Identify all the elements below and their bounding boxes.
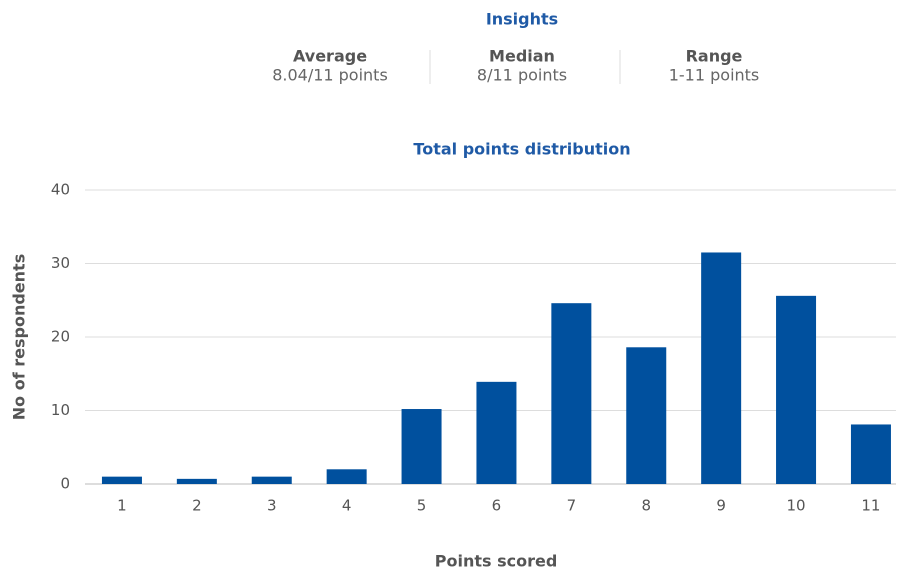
insights-title: Insights <box>486 10 558 29</box>
y-tick-label: 0 <box>60 475 70 493</box>
stat-value: 1-11 points <box>669 66 760 85</box>
x-tick-label: 2 <box>192 497 202 515</box>
x-tick-label: 10 <box>787 497 806 515</box>
x-tick-label: 1 <box>117 497 127 515</box>
bar <box>176 478 217 484</box>
x-tick-label: 7 <box>567 497 577 515</box>
x-axis-label: Points scored <box>435 552 558 571</box>
chart-title: Total points distribution <box>413 140 630 159</box>
x-tick-label: 8 <box>641 497 651 515</box>
bar <box>101 476 142 484</box>
x-tick-label: 3 <box>267 497 277 515</box>
y-axis-label: No of respondents <box>10 254 29 420</box>
bar <box>626 347 667 484</box>
bar <box>326 469 367 484</box>
bar <box>251 476 292 484</box>
stat-label: Average <box>293 47 367 66</box>
y-tick-label: 40 <box>51 181 70 199</box>
x-tick-label: 11 <box>861 497 880 515</box>
x-tick-label: 6 <box>492 497 502 515</box>
x-tick-label: 4 <box>342 497 352 515</box>
bar <box>401 409 442 484</box>
bar <box>476 381 517 484</box>
stat-label: Range <box>686 47 743 66</box>
y-tick-label: 20 <box>51 328 70 346</box>
bar <box>551 303 592 484</box>
y-tick-label: 10 <box>51 401 70 419</box>
stat-label: Median <box>489 47 555 66</box>
bar <box>776 295 817 484</box>
x-tick-label: 9 <box>716 497 726 515</box>
stat-value: 8.04/11 points <box>272 66 388 85</box>
bar <box>701 252 742 484</box>
y-tick-label: 30 <box>51 254 70 272</box>
x-tick-label: 5 <box>417 497 427 515</box>
bar <box>850 424 891 484</box>
stat-value: 8/11 points <box>477 66 567 85</box>
